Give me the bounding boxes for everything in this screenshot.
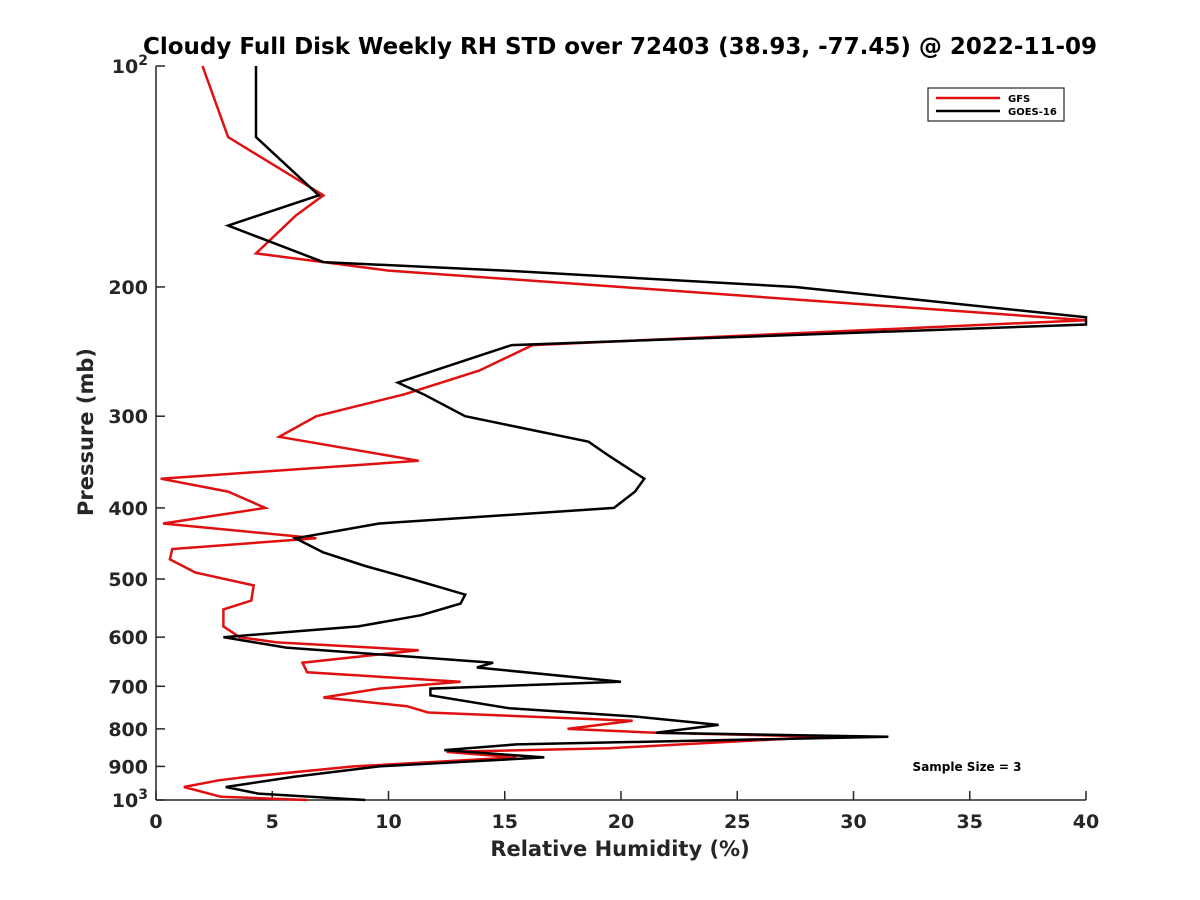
x-tick-label: 5 xyxy=(266,811,279,833)
y-tick-label: 300 xyxy=(108,406,148,428)
y-tick-label: 600 xyxy=(108,627,148,649)
x-tick-label: 40 xyxy=(1073,811,1099,833)
y-tick-label: 800 xyxy=(108,719,148,741)
x-tick-label: 25 xyxy=(724,811,750,833)
y-axis-ticks: 102 200 300 400 500 600 700 800 900 103 xyxy=(108,53,165,812)
y-axis-label: Pressure (mb) xyxy=(74,348,98,516)
legend: GFS GOES-16 xyxy=(927,87,1065,122)
x-tick-label: 0 xyxy=(149,811,162,833)
y-tick-label: 700 xyxy=(108,676,148,698)
chart-title: Cloudy Full Disk Weekly RH STD over 7240… xyxy=(143,34,1097,60)
y-tick-label: 400 xyxy=(108,498,148,520)
y-tick-label: 200 xyxy=(108,277,148,299)
x-tick-label: 30 xyxy=(840,811,866,833)
x-axis-label: Relative Humidity (%) xyxy=(490,837,749,861)
series-layer xyxy=(160,65,1088,802)
x-tick-label: 10 xyxy=(375,811,401,833)
y-tick-label: 103 xyxy=(112,787,148,812)
legend-entry: GOES-16 xyxy=(1008,107,1057,118)
legend-entry: GFS xyxy=(1008,94,1030,105)
x-axis-ticks: 0 5 10 15 20 25 30 35 40 xyxy=(149,791,1099,833)
x-tick-label: 35 xyxy=(957,811,983,833)
sample-size-annotation: Sample Size = 3 xyxy=(913,760,1022,774)
plot-area xyxy=(155,66,1086,801)
x-tick-label: 15 xyxy=(492,811,518,833)
legend-box xyxy=(927,87,1065,122)
y-tick-label: 900 xyxy=(108,756,148,778)
x-tick-label: 20 xyxy=(608,811,634,833)
series-line-goes-16 xyxy=(223,66,1088,802)
series-line-gfs xyxy=(160,65,1087,802)
y-tick-label: 102 xyxy=(112,53,148,78)
y-tick-label: 500 xyxy=(108,569,148,591)
